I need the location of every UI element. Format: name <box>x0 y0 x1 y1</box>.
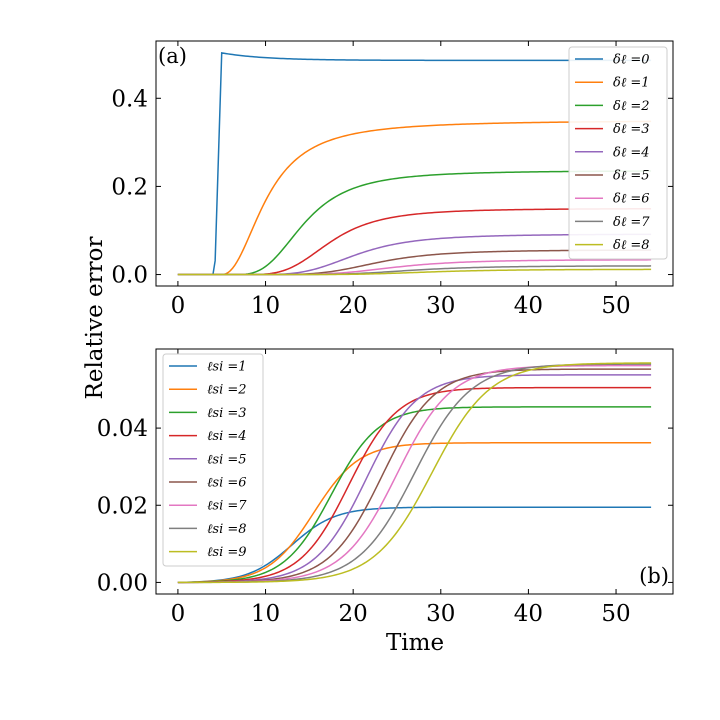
legend-entry-label: ℓsi =8 <box>207 522 247 537</box>
legend-entry-label: ℓsi =4 <box>207 429 247 444</box>
legend-entry-label: ℓsi =3 <box>207 406 247 421</box>
series-line-4 <box>177 374 652 584</box>
legend-entry-label: ℓsi =2 <box>207 383 247 398</box>
legend-entry-label: δℓ =8 <box>613 238 650 253</box>
x-tick-label: 40 <box>514 601 543 627</box>
legend-entry-label: ℓsi =9 <box>207 545 247 560</box>
legend-box <box>568 46 668 260</box>
axes-frame <box>155 40 674 287</box>
legend-box <box>162 353 264 567</box>
y-tick-label: 0.00 <box>97 570 148 596</box>
legend-entry-label: ℓsi =7 <box>207 499 247 514</box>
x-tick-label: 40 <box>514 293 543 319</box>
y-axis-label: Relative error <box>82 237 108 400</box>
legend-entry-label: δℓ =7 <box>613 215 650 230</box>
legend-entry-label: ℓsi =1 <box>207 360 247 375</box>
x-tick-label: 50 <box>601 293 630 319</box>
legend-entry-label: δℓ =4 <box>613 145 650 160</box>
series-line-1 <box>177 442 652 584</box>
series-line-2 <box>177 406 652 584</box>
y-tick-label: 0.04 <box>97 416 148 442</box>
x-tick-label: 10 <box>251 601 280 627</box>
x-tick-label: 20 <box>339 601 368 627</box>
legend-entry-label: δℓ =2 <box>613 99 650 114</box>
legend-entry-label: δℓ =3 <box>613 122 650 137</box>
x-tick-label: 20 <box>339 293 368 319</box>
y-tick-label: 0.4 <box>111 86 148 112</box>
y-tick-label: 0.0 <box>111 263 148 289</box>
x-tick-label: 30 <box>426 293 455 319</box>
x-tick-label: 0 <box>171 601 186 627</box>
x-tick-label: 0 <box>171 293 186 319</box>
legend-entry-label: ℓsi =5 <box>207 452 247 467</box>
x-tick-label: 30 <box>426 601 455 627</box>
panel-a: 0 10 20 30 40 50 0.0 0.2 0.4 (a) δℓ =0 δℓ =1 δℓ =2 δℓ… <box>111 40 674 319</box>
axes-frame <box>155 348 674 595</box>
x-tick-label: 50 <box>601 601 630 627</box>
y-tick-label: 0.2 <box>111 174 148 200</box>
legend-entry-label: ℓsi =6 <box>207 476 247 491</box>
y-tick-label: 0.02 <box>97 493 148 519</box>
legend-entry-label: δℓ =1 <box>613 76 650 91</box>
legend-entry-label: δℓ =6 <box>613 192 650 207</box>
panel-b: 0 10 20 30 40 50 0.00 0.02 0.04 (b) ℓsi =1 ℓsi =2 ℓs… <box>97 348 674 627</box>
x-tick-label: 10 <box>251 293 280 319</box>
panel-label: (b) <box>639 564 669 588</box>
series-line-8 <box>177 362 652 584</box>
legend-entry-label: δℓ =0 <box>613 53 650 68</box>
series-line-3 <box>177 386 652 584</box>
series-line-8 <box>177 268 652 276</box>
series-line-0 <box>177 506 652 584</box>
panel-label: (a) <box>158 44 187 68</box>
x-axis-label: Time <box>386 630 444 656</box>
legend-entry-label: δℓ =5 <box>613 169 650 184</box>
